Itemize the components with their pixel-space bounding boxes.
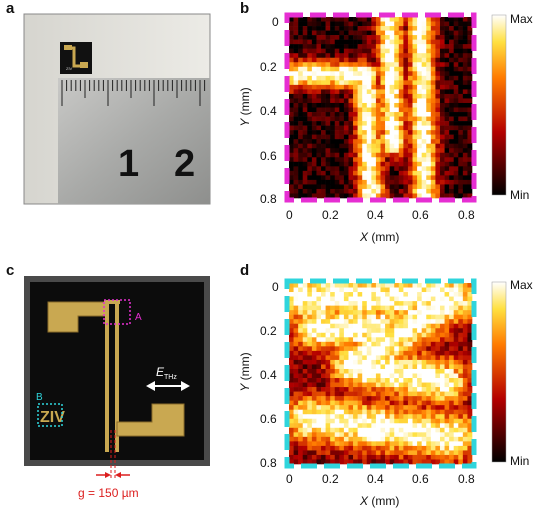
- colorbar-d: [491, 281, 507, 463]
- field-label: ETHz: [156, 365, 177, 381]
- colorbar-b-max: Max: [510, 12, 533, 26]
- xtick-b-1: 0.2: [322, 208, 339, 222]
- ytick-d-4: 0.8: [260, 456, 277, 470]
- ytick-d-1: 0.2: [260, 324, 277, 338]
- ruler-number-1: 1: [118, 143, 139, 185]
- xtick-b-4: 0.8: [458, 208, 475, 222]
- xtick-d-3: 0.6: [412, 472, 429, 486]
- xtick-b-2: 0.4: [367, 208, 384, 222]
- ytick-b-4: 0.8: [260, 192, 277, 206]
- photo-ruler: ZIV: [23, 13, 211, 205]
- marker-b-box: [37, 403, 63, 427]
- xlabel-b: X (mm): [360, 230, 400, 244]
- svg-text:ZIV: ZIV: [40, 409, 65, 426]
- ylabel-d: Y (mm): [238, 352, 252, 392]
- ytick-b-3: 0.6: [260, 149, 277, 163]
- ytick-b-0: 0: [272, 15, 279, 29]
- marker-b-label: B: [36, 392, 43, 403]
- xtick-d-1: 0.2: [322, 472, 339, 486]
- device-photo: ZIV: [24, 276, 210, 478]
- xtick-b-3: 0.6: [412, 208, 429, 222]
- ruler-number-2: 2: [174, 143, 195, 185]
- marker-a-box: [103, 299, 131, 325]
- panel-label-d: d: [240, 262, 250, 279]
- colorbar-d-max: Max: [510, 278, 533, 292]
- ylabel-b: Y (mm): [238, 87, 252, 127]
- panel-label-b: b: [240, 0, 250, 17]
- svg-text:ZIV: ZIV: [66, 66, 73, 71]
- xtick-d-0: 0: [286, 472, 293, 486]
- gap-label: g = 150 µm: [78, 486, 139, 500]
- ytick-d-3: 0.6: [260, 412, 277, 426]
- panel-label-a: a: [6, 0, 15, 17]
- xlabel-d: X (mm): [360, 494, 400, 508]
- panel-label-c: c: [6, 262, 15, 279]
- colorbar-d-min: Min: [510, 454, 530, 468]
- xtick-b-0: 0: [286, 208, 293, 222]
- region-a-outline: [284, 12, 477, 203]
- ruler-ticks: [61, 80, 206, 106]
- ytick-d-2: 0.4: [260, 368, 277, 382]
- marker-a-label: A: [135, 312, 142, 323]
- xtick-d-4: 0.8: [458, 472, 475, 486]
- ytick-d-0: 0: [272, 280, 279, 294]
- colorbar-b: [491, 14, 507, 196]
- xtick-d-2: 0.4: [367, 472, 384, 486]
- colorbar-b-min: Min: [510, 188, 530, 202]
- heatmap-d: [289, 283, 473, 465]
- heatmap-b: [289, 17, 473, 199]
- region-b-outline: [284, 278, 477, 469]
- ytick-b-1: 0.2: [260, 60, 277, 74]
- ytick-b-2: 0.4: [260, 104, 277, 118]
